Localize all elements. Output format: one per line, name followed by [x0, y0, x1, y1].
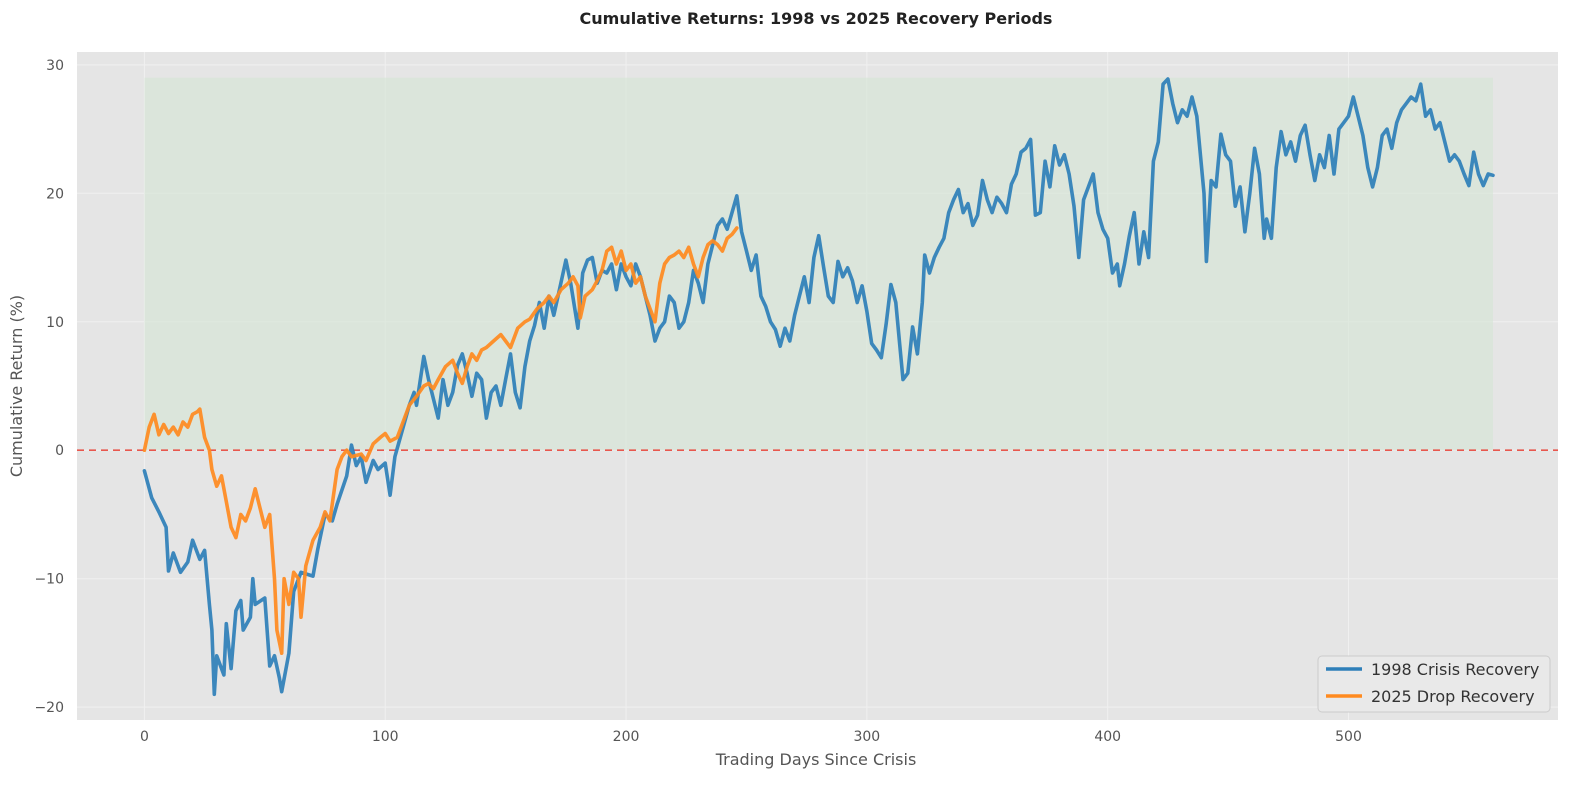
y-tick-label: −20 [34, 700, 64, 716]
y-tick-label: 0 [55, 443, 64, 459]
x-tick-label: 400 [1094, 729, 1121, 745]
y-axis-label: Cumulative Return (%) [7, 295, 26, 477]
x-tick-label: 0 [140, 729, 149, 745]
legend: 1998 Crisis Recovery 2025 Drop Recovery [1317, 655, 1551, 713]
shaded-positive-region [144, 77, 1493, 451]
legend-label-2025: 2025 Drop Recovery [1371, 687, 1535, 706]
y-tick-label: 10 [46, 315, 64, 331]
series-lines [142, 77, 1495, 697]
y-tick-label: 30 [46, 58, 64, 74]
x-axis-label: Trading Days Since Crisis [715, 750, 917, 769]
y-tick-label: −10 [34, 572, 64, 588]
legend-box [1317, 655, 1551, 713]
axis-ticks: 0 100 200 300 400 500 −20 −10 0 10 20 30 [34, 58, 1361, 745]
chart-title: Cumulative Returns: 1998 vs 2025 Recover… [580, 9, 1053, 28]
x-tick-label: 300 [853, 729, 880, 745]
x-tick-label: 100 [372, 729, 399, 745]
y-tick-label: 20 [46, 186, 64, 202]
x-tick-label: 200 [613, 729, 640, 745]
x-tick-label: 500 [1335, 729, 1362, 745]
legend-label-1998: 1998 Crisis Recovery [1371, 660, 1539, 679]
series-line-1998 [142, 77, 1495, 697]
series-line-2025 [142, 226, 739, 655]
